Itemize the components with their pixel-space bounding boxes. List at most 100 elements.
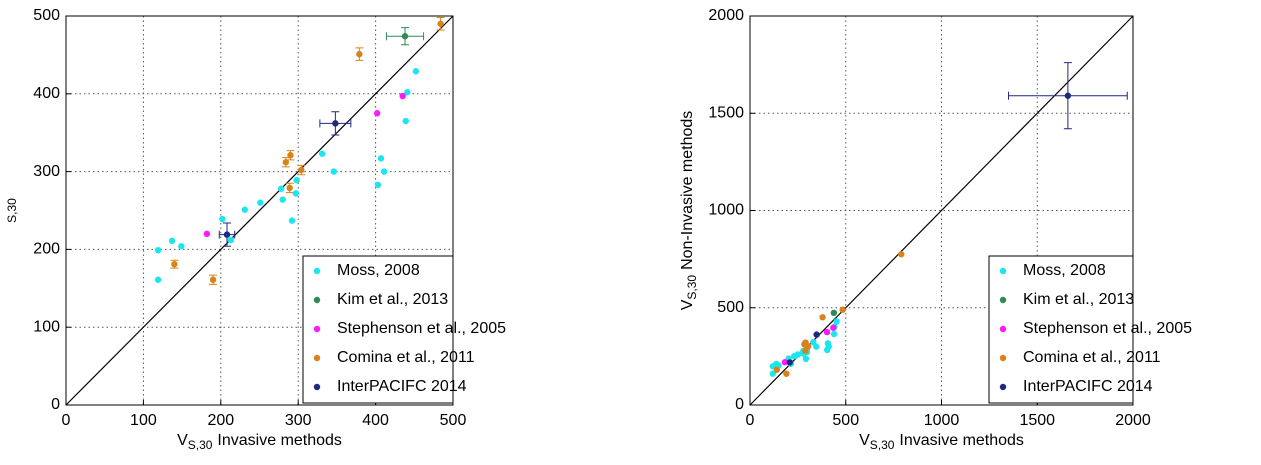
y-tick-label: 500 <box>33 7 60 24</box>
point <box>399 92 406 100</box>
y-tick-label: 100 <box>33 318 60 335</box>
label-main: V <box>679 299 696 310</box>
x-tick-label: 0 <box>746 412 755 429</box>
point <box>786 359 794 366</box>
legend-marker <box>313 354 321 362</box>
axes-box <box>65 15 454 406</box>
axis-label: VS,30 Non-Invasive methods <box>679 111 699 311</box>
legend-label: Stephenson et al., 2005 <box>1023 320 1192 337</box>
legend-marker <box>313 267 321 275</box>
point <box>823 328 831 336</box>
point <box>178 243 185 250</box>
point <box>330 168 338 175</box>
point <box>839 306 846 313</box>
point <box>833 318 840 325</box>
legend-marker <box>313 383 321 391</box>
x-tick-label: 400 <box>362 412 389 429</box>
axis-label: S,30 <box>5 198 19 223</box>
point <box>773 366 781 373</box>
point <box>769 370 776 377</box>
label-rest: Non-Invasive methods <box>679 111 696 270</box>
x-tick-label: 500 <box>440 412 467 429</box>
point <box>227 236 235 244</box>
x-tick-label: 1000 <box>924 412 960 429</box>
x-tick-label: 200 <box>207 412 234 429</box>
legend-label: InterPACIFC 2014 <box>1023 378 1153 395</box>
point <box>298 166 305 174</box>
point <box>287 152 294 159</box>
legend-marker <box>999 296 1007 304</box>
point <box>373 110 381 117</box>
point <box>402 117 409 125</box>
point <box>802 355 810 363</box>
point <box>241 206 248 213</box>
legend-marker <box>313 325 321 333</box>
point <box>813 343 820 350</box>
label-sub: S,30 <box>188 438 213 452</box>
point <box>332 120 339 127</box>
point <box>286 184 293 192</box>
point <box>781 359 789 366</box>
point <box>404 89 411 96</box>
legend-marker <box>999 325 1007 333</box>
point <box>1064 92 1072 99</box>
x-tick-label: 1500 <box>1019 412 1055 429</box>
x-tick-label: 2000 <box>1115 412 1151 429</box>
label-rest: Invasive methods <box>899 432 1024 449</box>
y-tick-label: 0 <box>51 396 60 413</box>
legend-marker <box>999 354 1007 362</box>
x-tick-label: 0 <box>62 412 71 429</box>
y-tick-label: 2000 <box>708 7 744 24</box>
y-tick-label: 1000 <box>708 202 744 219</box>
legend-label: Kim et al., 2013 <box>1023 291 1134 308</box>
point <box>813 331 820 338</box>
y-tick-label: 200 <box>33 241 60 258</box>
point <box>154 276 162 283</box>
axes-box <box>749 15 1134 406</box>
legend <box>988 255 1134 404</box>
legend-label: Moss, 2008 <box>337 262 420 279</box>
x-tick-label: 100 <box>130 412 157 429</box>
point <box>277 185 285 192</box>
label-sub: S,30 <box>5 198 19 223</box>
point <box>282 159 290 166</box>
legend-label: Moss, 2008 <box>1023 262 1106 279</box>
label-main: V <box>859 432 870 449</box>
point <box>293 176 300 184</box>
point <box>377 155 385 162</box>
legend-label: Kim et al., 2013 <box>337 291 448 308</box>
point <box>783 370 790 377</box>
point <box>223 231 231 238</box>
point <box>356 50 363 58</box>
y-tick-label: 400 <box>33 85 60 102</box>
y-tick-label: 300 <box>33 163 60 180</box>
point <box>401 33 409 40</box>
point <box>203 230 211 238</box>
point <box>380 168 388 175</box>
axis-label: VS,30 Invasive methods <box>177 432 342 452</box>
y-tick-label: 0 <box>735 396 744 413</box>
point <box>437 20 444 27</box>
identity-line <box>65 15 454 406</box>
label-sub: S,30 <box>870 438 895 452</box>
legend-label: Comina et al., 2011 <box>337 349 475 366</box>
point <box>805 343 812 350</box>
legend-marker <box>313 296 321 304</box>
legend-label: Stephenson et al., 2005 <box>337 320 506 337</box>
legend-label: Comina et al., 2011 <box>1023 349 1161 366</box>
point <box>819 314 826 321</box>
point <box>288 217 296 224</box>
point <box>830 309 838 317</box>
legend-marker <box>999 267 1007 275</box>
point <box>292 190 300 197</box>
point <box>825 343 832 350</box>
point <box>171 260 178 268</box>
point <box>257 199 264 206</box>
point <box>219 215 226 223</box>
label-sub: S,30 <box>685 275 699 300</box>
legend-label: InterPACIFC 2014 <box>337 378 467 395</box>
point <box>279 196 286 203</box>
point <box>374 181 382 189</box>
point <box>209 276 217 283</box>
